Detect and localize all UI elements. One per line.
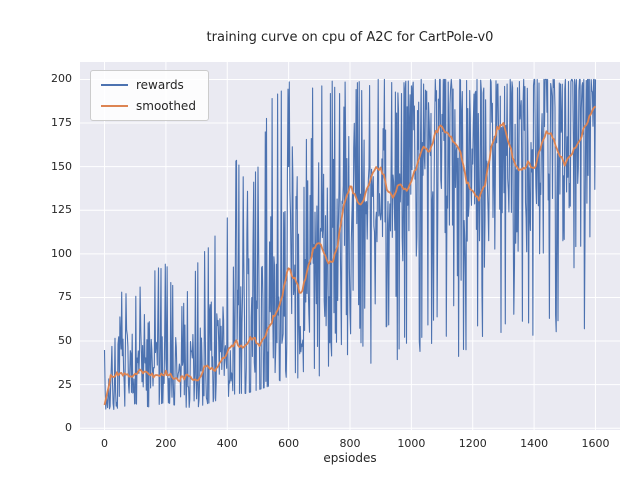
y-tick-label: 175 (51, 116, 72, 130)
x-tick-label: 400 (216, 437, 238, 450)
legend-entry-smoothed: smoothed (101, 99, 196, 113)
x-tick-label: 0 (101, 437, 109, 450)
y-tick-label: 25 (58, 377, 72, 391)
x-tick-label: 800 (339, 437, 361, 450)
legend-entry-rewards: rewards (101, 78, 196, 92)
y-tick-label: 200 (51, 72, 72, 86)
smoothed-line (103, 105, 597, 406)
y-tick-label: 50 (58, 334, 72, 348)
x-tick-label: 200 (155, 437, 177, 450)
x-tick-label: 1400 (520, 437, 549, 450)
x-tick-label: 1200 (458, 437, 487, 450)
y-tick-label: 75 (58, 290, 72, 304)
legend-label-rewards: rewards (136, 78, 184, 92)
x-axis-label: epsiodes (323, 451, 377, 465)
y-tick-label: 125 (51, 203, 72, 217)
x-tick-label: 1600 (581, 437, 610, 450)
smoothed-line-swatch (101, 105, 128, 107)
rewards-line (103, 78, 597, 410)
x-tick-label: 600 (278, 437, 300, 450)
x-tick-label: 1000 (397, 437, 426, 450)
plot-area: rewards smoothed (80, 62, 620, 430)
y-tick-label: 0 (65, 421, 72, 435)
y-tick-label: 150 (51, 159, 72, 173)
legend-label-smoothed: smoothed (136, 99, 196, 113)
plot-canvas (80, 62, 620, 430)
legend: rewards smoothed (90, 70, 209, 121)
y-tick-label: 100 (51, 246, 72, 260)
rewards-line-swatch (101, 84, 128, 86)
chart-title: training curve on cpu of A2C for CartPol… (206, 30, 494, 45)
